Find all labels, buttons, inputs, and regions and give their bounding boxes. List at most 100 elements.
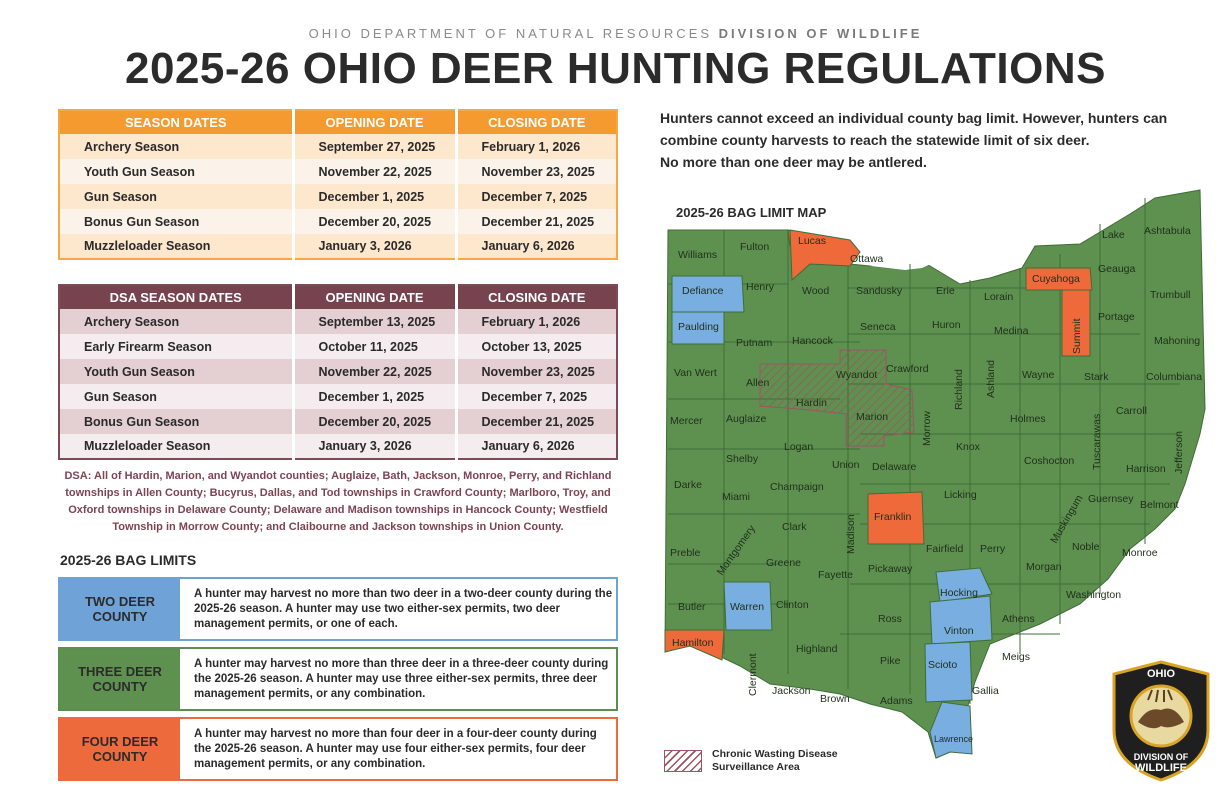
- county-label-scioto: Adams: [880, 695, 913, 707]
- county-label-marion: Marion: [856, 411, 888, 423]
- county-label-erie: Erie: [936, 285, 955, 297]
- closing-date: February 1, 2026: [456, 134, 617, 159]
- county-label-ashland: Ashland: [985, 360, 997, 398]
- county-label-licking: Licking: [944, 489, 977, 501]
- table-row: Bonus Gun Season December 20, 2025 Decem…: [59, 409, 617, 434]
- opening-date: December 1, 2025: [293, 384, 458, 409]
- county-label-ross: Ross: [878, 613, 902, 625]
- county-defiance: [671, 275, 745, 313]
- column-header: OPENING DATE: [293, 110, 458, 134]
- county-label-medina: Medina: [994, 325, 1029, 337]
- county-label-madison: Madison: [845, 514, 857, 554]
- season-name: Gun Season: [59, 184, 295, 209]
- county-label-union: Union: [832, 459, 860, 471]
- county-label-fayette: Fayette: [818, 569, 853, 581]
- county-label-coshocton: Coshocton: [1024, 455, 1074, 467]
- table-row: Youth Gun Season November 22, 2025 Novem…: [59, 159, 617, 184]
- closing-date: December 21, 2025: [456, 409, 617, 434]
- closing-date: February 1, 2026: [456, 309, 617, 334]
- county-label-preble: Preble: [670, 547, 701, 559]
- closing-date: October 13, 2025: [456, 334, 617, 359]
- county-label-van-wert: Van Wert: [674, 367, 717, 379]
- county-label-putnam: Putnam: [736, 337, 772, 349]
- county-label-trumbull: Trumbull: [1150, 289, 1190, 301]
- county-label-hardin: Hardin: [796, 397, 827, 409]
- county-label-stark: Stark: [1084, 371, 1109, 383]
- season-name: Archery Season: [59, 309, 295, 334]
- county-label-washington: Washington: [1066, 589, 1121, 601]
- legend-label: Chronic Wasting Disease Surveillance Are…: [712, 748, 838, 773]
- bag-limits-title: 2025-26 BAG LIMITS: [60, 552, 197, 568]
- county-label-warren: Warren: [730, 601, 764, 613]
- season-dates-table: SEASON DATES OPENING DATE CLOSING DATE A…: [58, 109, 618, 260]
- county-label-miami: Miami: [722, 491, 750, 503]
- county-label-morgan: Morgan: [1026, 561, 1062, 573]
- county-label-adams: Brown: [820, 693, 850, 705]
- county-label-shelby: Shelby: [726, 453, 759, 465]
- table-header-row: SEASON DATES OPENING DATE CLOSING DATE: [59, 110, 617, 134]
- table-header-row: DSA SEASON DATES OPENING DATE CLOSING DA…: [59, 285, 617, 309]
- county-label-wyandot: Wyandot: [836, 369, 877, 381]
- map-title: 2025-26 BAG LIMIT MAP: [676, 205, 827, 220]
- four-deer-county-row: FOUR DEER COUNTY A hunter may harvest no…: [58, 717, 618, 781]
- county-label-hamilton: Hamilton: [672, 637, 714, 649]
- county-hocking: [935, 567, 993, 603]
- county-label-lake: Lake: [1102, 229, 1125, 241]
- county-label-jefferson: Jefferson: [1173, 431, 1185, 474]
- table-row: Gun Season December 1, 2025 December 7, …: [59, 384, 617, 409]
- county-label-gallia: Gallia: [972, 685, 999, 697]
- county-label-franklin: Franklin: [874, 511, 912, 523]
- division-of-wildlife-badge: OHIO DIVISION OF WILDLIFE: [1108, 660, 1214, 782]
- badge-division-line2: WILDLIFE: [1135, 762, 1187, 774]
- bag-description: A hunter may harvest no more than three …: [194, 658, 609, 700]
- table-row: Archery Season September 27, 2025 Februa…: [59, 134, 617, 159]
- county-jackson: [924, 641, 973, 703]
- county-label-vinton: Vinton: [944, 625, 974, 637]
- bag-label: THREE DEER COUNTY: [60, 649, 180, 709]
- bag-label: TWO DEER COUNTY: [60, 579, 180, 639]
- closing-date: November 23, 2025: [456, 359, 617, 384]
- map-legend: Chronic Wasting Disease Surveillance Are…: [664, 748, 842, 774]
- county-label-fairfield: Fairfield: [926, 543, 964, 555]
- opening-date: December 1, 2025: [293, 184, 458, 209]
- season-name: Early Firearm Season: [59, 334, 295, 359]
- county-label-athens: Athens: [1002, 613, 1035, 625]
- county-label-hancock: Hancock: [792, 335, 834, 347]
- table-row: Archery Season September 13, 2025 Februa…: [59, 309, 617, 334]
- season-name: Bonus Gun Season: [59, 209, 295, 234]
- county-warren: [723, 581, 773, 631]
- bag-label: FOUR DEER COUNTY: [60, 719, 180, 779]
- county-label-portage: Portage: [1098, 311, 1135, 323]
- three-deer-county-row: THREE DEER COUNTY A hunter may harvest n…: [58, 647, 618, 711]
- county-label-wayne: Wayne: [1022, 369, 1054, 381]
- lake-erie: [870, 254, 935, 270]
- ohio-bag-limit-map: Williams Fulton Lucas Ottawa Defiance He…: [664, 189, 1206, 759]
- opening-date: November 22, 2025: [293, 159, 458, 184]
- table-row: Early Firearm Season October 11, 2025 Oc…: [59, 334, 617, 359]
- opening-date: September 27, 2025: [293, 134, 458, 159]
- badge-state: OHIO: [1146, 668, 1176, 680]
- county-label-logan: Logan: [784, 441, 813, 453]
- county-label-pickaway: Pickaway: [868, 563, 913, 575]
- opening-date: December 20, 2025: [293, 209, 458, 234]
- season-name: Youth Gun Season: [59, 359, 295, 384]
- county-label-holmes: Holmes: [1010, 413, 1046, 425]
- county-label-tuscarawas: Tuscarawas: [1091, 414, 1103, 470]
- org-name: OHIO DEPARTMENT OF NATURAL RESOURCES: [308, 26, 713, 41]
- county-label-ashtabula: Ashtabula: [1144, 225, 1191, 237]
- county-label-lawrence: Lawrence: [934, 734, 973, 744]
- county-label-allen: Allen: [746, 377, 770, 389]
- closing-date: December 7, 2025: [456, 384, 617, 409]
- column-header: CLOSING DATE: [456, 110, 617, 134]
- season-name: Muzzleloader Season: [59, 234, 295, 259]
- county-label-summit: Summit: [1071, 318, 1083, 354]
- county-label-lucas: Lucas: [798, 235, 826, 247]
- season-name: Gun Season: [59, 384, 295, 409]
- county-label-guernsey: Guernsey: [1088, 493, 1134, 505]
- county-label-highland: Highland: [796, 643, 838, 655]
- county-label-huron: Huron: [932, 319, 961, 331]
- county-label-perry: Perry: [980, 543, 1006, 555]
- county-label-brown: Jackson: [772, 685, 811, 697]
- county-hamilton: [664, 629, 725, 661]
- county-label-mercer: Mercer: [670, 415, 703, 427]
